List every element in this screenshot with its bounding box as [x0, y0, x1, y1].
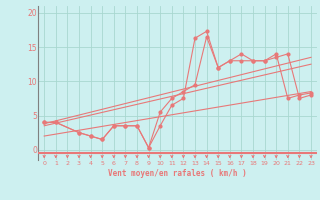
X-axis label: Vent moyen/en rafales ( km/h ): Vent moyen/en rafales ( km/h ) — [108, 169, 247, 178]
